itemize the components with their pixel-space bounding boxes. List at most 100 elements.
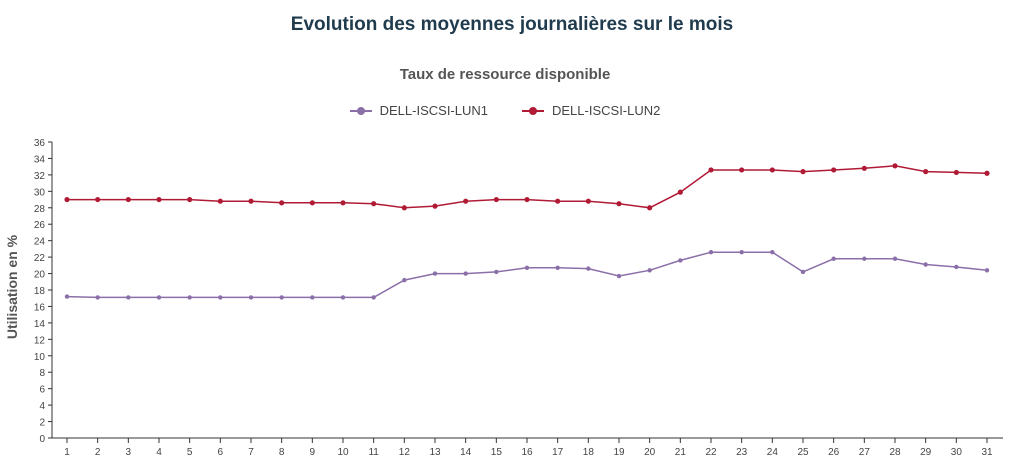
data-point-lun2 — [953, 169, 959, 176]
data-point-lun1 — [156, 295, 162, 300]
data-point-lun1 — [954, 264, 959, 270]
legend-label-lun2: DELL-ISCSI-LUN2 — [552, 103, 661, 118]
y-tick-label: 2 — [39, 418, 45, 429]
x-tick-label: 1 — [64, 447, 70, 458]
x-tick-label: 12 — [399, 447, 411, 458]
x-tick-label: 20 — [644, 447, 656, 458]
x-tick-label: 15 — [491, 447, 503, 458]
data-point-lun1 — [678, 258, 683, 263]
data-point-lun1 — [310, 295, 315, 300]
data-point-lun2 — [493, 196, 499, 203]
y-tick-label: 12 — [34, 335, 46, 346]
data-point-lun2 — [524, 196, 530, 203]
data-point-lun1 — [340, 295, 346, 300]
data-point-lun2 — [95, 196, 101, 203]
y-tick-label: 18 — [34, 286, 46, 297]
data-point-lun1 — [432, 271, 438, 276]
x-tick-label: 10 — [337, 447, 349, 458]
data-point-lun2 — [125, 196, 131, 203]
y-tick-label: 20 — [34, 270, 46, 281]
x-tick-label: 17 — [552, 447, 564, 458]
data-point-lun2 — [800, 169, 806, 175]
x-tick-label: 31 — [981, 447, 993, 458]
data-point-lun2 — [708, 167, 714, 173]
legend-item-lun1[interactable]: DELL-ISCSI-LUN1 — [349, 103, 488, 118]
x-tick-label: 18 — [583, 447, 595, 458]
data-point-lun2 — [64, 196, 70, 203]
data-point-lun1 — [708, 249, 714, 255]
data-point-lun2 — [647, 205, 653, 211]
y-tick-label: 8 — [39, 368, 45, 379]
data-point-lun1 — [187, 295, 192, 300]
data-point-lun1 — [739, 249, 744, 255]
data-point-lun1 — [862, 256, 867, 261]
data-point-lun2 — [187, 196, 193, 203]
y-tick-label: 10 — [34, 352, 46, 363]
data-point-lun1 — [371, 295, 376, 300]
data-point-lun2 — [371, 201, 377, 207]
data-point-lun2 — [156, 196, 162, 203]
data-point-lun1 — [95, 295, 100, 300]
data-point-lun1 — [984, 268, 990, 273]
data-point-lun2 — [401, 205, 407, 211]
data-point-lun1 — [279, 295, 284, 300]
x-tick-label: 4 — [156, 447, 162, 458]
data-point-lun2 — [892, 163, 898, 169]
x-tick-label: 2 — [95, 447, 101, 458]
y-tick-label: 22 — [34, 253, 46, 264]
data-point-lun2 — [616, 201, 622, 207]
legend-label-lun1: DELL-ISCSI-LUN1 — [379, 103, 488, 118]
data-point-lun1 — [586, 266, 591, 271]
x-tick-label: 16 — [521, 447, 533, 458]
y-tick-label: 26 — [34, 220, 46, 231]
data-point-lun1 — [647, 268, 652, 273]
series-line-lun1 — [66, 251, 988, 299]
x-tick-label: 27 — [859, 447, 871, 458]
data-point-lun2 — [309, 200, 315, 206]
data-point-lun2 — [340, 200, 346, 206]
data-point-lun1 — [64, 294, 70, 299]
x-tick-label: 7 — [248, 447, 254, 458]
x-tick-label: 3 — [126, 447, 132, 458]
x-tick-label: 21 — [675, 447, 687, 458]
y-tick-label: 30 — [34, 187, 46, 198]
chart-legend: DELL-ISCSI-LUN1 DELL-ISCSI-LUN2 — [0, 103, 1010, 118]
x-tick-label: 25 — [797, 447, 809, 458]
x-tick-label: 9 — [310, 447, 316, 458]
data-point-lun2 — [831, 167, 837, 173]
legend-item-lun2[interactable]: DELL-ISCSI-LUN2 — [522, 103, 660, 118]
chart-title: Taux de ressource disponible — [399, 66, 611, 83]
y-tick-label: 24 — [34, 237, 46, 248]
data-point-lun2 — [555, 198, 561, 204]
x-tick-label: 11 — [368, 447, 379, 458]
y-tick-label: 34 — [34, 154, 46, 165]
y-tick-label: 28 — [34, 204, 46, 215]
x-tick-label: 29 — [920, 447, 932, 458]
legend-swatch-lun1 — [349, 106, 372, 115]
data-point-lun2 — [984, 170, 990, 176]
data-point-lun1 — [248, 295, 254, 300]
data-point-lun2 — [861, 165, 867, 171]
data-point-lun1 — [892, 256, 898, 261]
data-point-lun1 — [402, 277, 407, 283]
y-tick-label: 36 — [34, 138, 46, 149]
x-tick-label: 26 — [828, 447, 840, 458]
y-tick-label: 0 — [39, 434, 45, 445]
data-point-lun1 — [923, 262, 928, 267]
x-tick-label: 22 — [705, 447, 717, 458]
y-tick-label: 14 — [34, 319, 46, 330]
data-point-lun1 — [555, 265, 560, 270]
page-title: Evolution des moyennes journalières sur … — [290, 14, 734, 35]
data-point-lun2 — [463, 198, 469, 204]
data-point-lun1 — [800, 269, 806, 275]
x-tick-label: 28 — [889, 447, 901, 458]
data-point-lun2 — [279, 200, 285, 206]
data-point-lun2 — [432, 203, 438, 209]
x-tick-label: 19 — [613, 447, 625, 458]
data-point-lun1 — [126, 295, 131, 300]
data-point-lun2 — [677, 189, 683, 195]
data-point-lun2 — [248, 198, 254, 204]
data-point-lun1 — [770, 249, 775, 255]
data-point-lun2 — [769, 167, 775, 173]
